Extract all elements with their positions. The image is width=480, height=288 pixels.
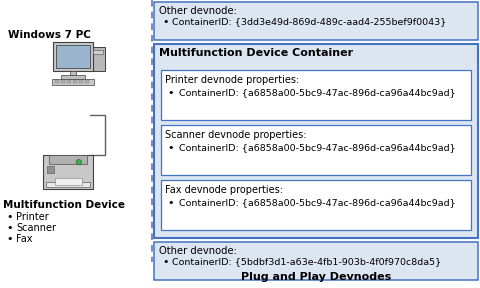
Bar	[61, 82, 65, 84]
Bar	[61, 75, 85, 79]
Text: Other devnode:: Other devnode:	[159, 246, 237, 256]
Text: Other devnode:: Other devnode:	[159, 6, 237, 16]
Bar	[53, 42, 94, 71]
Text: Multifunction Device: Multifunction Device	[3, 200, 125, 210]
Bar	[55, 82, 60, 84]
Bar	[161, 180, 471, 230]
Text: Scanner devnode properties:: Scanner devnode properties:	[165, 130, 307, 140]
Text: Multifunction Device Container: Multifunction Device Container	[159, 48, 353, 58]
Bar	[55, 177, 82, 185]
Bar	[154, 2, 478, 40]
Text: •: •	[6, 234, 12, 244]
Text: Fax devnode properties:: Fax devnode properties:	[165, 185, 283, 195]
Bar	[161, 125, 471, 175]
Bar	[52, 79, 94, 84]
Bar	[154, 44, 478, 238]
Text: •: •	[162, 17, 168, 27]
Bar	[73, 82, 77, 84]
Bar	[79, 82, 83, 84]
Bar	[73, 80, 77, 81]
Text: Printer: Printer	[16, 212, 49, 222]
Bar	[67, 80, 72, 81]
Text: •: •	[167, 88, 173, 98]
Text: ContainerID: {a6858a00-5bc9-47ac-896d-ca96a44bc9ad}: ContainerID: {a6858a00-5bc9-47ac-896d-ca…	[179, 198, 456, 207]
Text: Printer devnode properties:: Printer devnode properties:	[165, 75, 299, 85]
Text: •: •	[167, 198, 173, 208]
Text: Scanner: Scanner	[16, 223, 56, 233]
Bar	[47, 166, 54, 173]
Bar	[61, 80, 65, 81]
Text: Windows 7 PC: Windows 7 PC	[8, 30, 91, 40]
Bar	[79, 80, 83, 81]
Text: Plug and Play Devnodes: Plug and Play Devnodes	[241, 272, 391, 282]
Bar	[85, 80, 89, 81]
Bar	[85, 82, 89, 84]
Bar	[67, 82, 72, 84]
Text: •: •	[6, 212, 12, 222]
Text: ContainerID: {5bdbf3d1-a63e-4fb1-903b-4f0f970c8da5}: ContainerID: {5bdbf3d1-a63e-4fb1-903b-4f…	[172, 257, 441, 266]
Bar	[90, 47, 105, 71]
Text: ContainerID: {a6858a00-5bc9-47ac-896d-ca96a44bc9ad}: ContainerID: {a6858a00-5bc9-47ac-896d-ca…	[179, 143, 456, 152]
Bar	[46, 182, 90, 187]
Text: •: •	[6, 223, 12, 233]
Bar	[43, 155, 93, 189]
Bar	[161, 70, 471, 120]
Text: •: •	[162, 257, 168, 267]
Bar	[70, 71, 76, 75]
Bar	[154, 242, 478, 280]
Bar	[55, 80, 60, 81]
Text: ContainerID: {3dd3e49d-869d-489c-aad4-255bef9f0043}: ContainerID: {3dd3e49d-869d-489c-aad4-25…	[172, 17, 446, 26]
Bar	[49, 155, 87, 164]
Bar	[93, 50, 103, 54]
Bar	[56, 46, 90, 67]
Text: ContainerID: {a6858a00-5bc9-47ac-896d-ca96a44bc9ad}: ContainerID: {a6858a00-5bc9-47ac-896d-ca…	[179, 88, 456, 97]
Text: •: •	[167, 143, 173, 153]
Circle shape	[76, 160, 82, 165]
Text: Fax: Fax	[16, 234, 33, 244]
